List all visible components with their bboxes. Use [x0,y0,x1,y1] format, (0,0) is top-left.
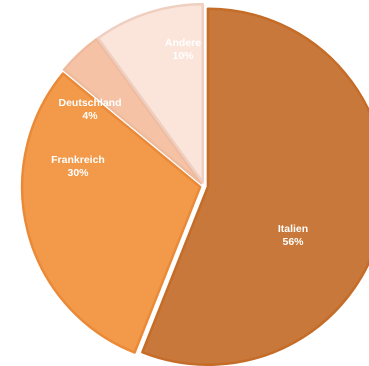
pie-labels: Italien 56% Frankreich 30% Deutschland 4% Ande… [51,37,308,248]
pie-slice-andere [96,2,205,184]
slice-label-italien: Italien 56% [278,223,308,248]
slice-label-andere: Andere 10% [165,37,201,62]
pie-slice-italien [141,7,369,366]
pie-slices [20,2,369,366]
pie-slice-frankreich [20,72,202,354]
slice-label-deutschland: Deutschland 4% [58,97,121,122]
slice-label-frankreich: Frankreich 30% [51,154,105,179]
pie-slice-deutschland [62,37,203,185]
